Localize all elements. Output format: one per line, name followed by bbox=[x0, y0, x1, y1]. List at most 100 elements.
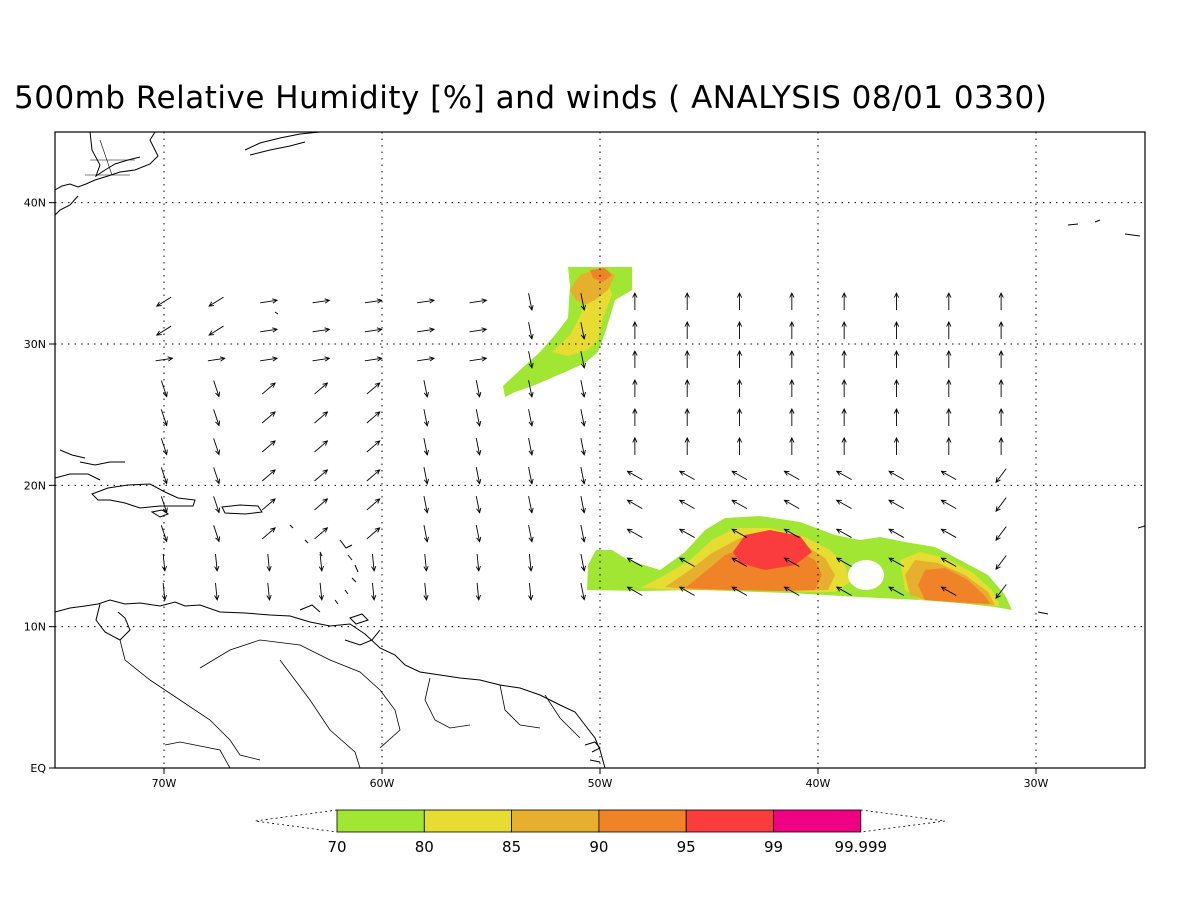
y-tick-label: EQ bbox=[30, 762, 46, 775]
wind-arrow bbox=[208, 296, 224, 307]
wind-arrow bbox=[528, 351, 534, 369]
wind-arrow bbox=[314, 382, 329, 395]
colorbar-swatch bbox=[773, 809, 862, 833]
wind-arrow bbox=[841, 436, 847, 455]
wind-arrow bbox=[888, 499, 905, 509]
coastline-hispaniola bbox=[91, 483, 196, 509]
coastline-orinoco bbox=[299, 604, 381, 646]
y-axis: EQ 10N 20N 30N 40N bbox=[24, 197, 55, 775]
wind-arrow bbox=[423, 495, 429, 514]
wind-arrow bbox=[261, 527, 276, 540]
wind-arrow bbox=[261, 498, 276, 511]
wind-arrow bbox=[946, 292, 952, 311]
wind-arrow bbox=[789, 436, 795, 455]
wind-arrow bbox=[893, 378, 900, 398]
wind-arrow bbox=[736, 378, 743, 398]
wind-arrow bbox=[528, 495, 534, 514]
wind-arrow bbox=[946, 378, 952, 398]
wind-arrow bbox=[893, 321, 900, 340]
wind-arrow bbox=[995, 526, 1007, 542]
colorbar-level-label: 80 bbox=[415, 838, 434, 856]
wind-arrow bbox=[314, 411, 329, 424]
wind-arrow bbox=[893, 292, 900, 311]
wind-arrow bbox=[364, 356, 383, 362]
wind-arrow bbox=[417, 327, 436, 333]
coastline-puerto-rico bbox=[221, 504, 263, 515]
wind-arrow bbox=[684, 378, 690, 398]
wind-arrow bbox=[841, 407, 847, 426]
wind-arrow bbox=[789, 378, 795, 398]
wind-arrow bbox=[213, 380, 221, 398]
wind-arrow bbox=[423, 582, 429, 601]
wind-arrow bbox=[160, 409, 168, 427]
wind-arrow bbox=[423, 524, 429, 543]
colorbar-swatch bbox=[685, 809, 774, 833]
colorbar: 70 80 85 90 95 99 99.999 bbox=[254, 809, 946, 856]
wind-arrow bbox=[208, 325, 224, 336]
wind-arrow bbox=[366, 440, 381, 453]
wind-arrow bbox=[423, 438, 429, 456]
wind-arrow bbox=[580, 467, 586, 485]
wind-arrow bbox=[423, 380, 429, 398]
wind-arrow bbox=[684, 292, 690, 311]
wind-arrow bbox=[998, 407, 1004, 426]
wind-arrow bbox=[318, 582, 324, 601]
humidity-region-north-70 bbox=[503, 267, 632, 397]
wind-arrow bbox=[475, 524, 482, 543]
wind-arrow bbox=[318, 553, 324, 572]
wind-arrow bbox=[423, 409, 429, 427]
wind-arrow bbox=[946, 350, 952, 369]
wind-arrow bbox=[475, 380, 482, 398]
wind-arrow bbox=[783, 586, 800, 596]
coastline-amazon-mouth bbox=[584, 741, 601, 763]
wind-arrow bbox=[160, 525, 168, 543]
colorbar-level-label: 99.999 bbox=[835, 838, 888, 856]
wind-arrow bbox=[475, 409, 482, 427]
colorbar-level-label: 70 bbox=[327, 838, 346, 856]
wind-arrow bbox=[312, 327, 331, 333]
wind-arrow bbox=[207, 356, 226, 362]
wind-arrow bbox=[214, 553, 220, 572]
wind-arrow bbox=[266, 582, 272, 601]
wind-arrow bbox=[940, 528, 957, 538]
wind-arrow bbox=[841, 292, 847, 311]
wind-arrow bbox=[731, 586, 748, 596]
wind-arrow bbox=[783, 528, 800, 538]
wind-arrow bbox=[475, 582, 481, 601]
wind-arrow bbox=[736, 407, 743, 426]
humidity-region-south-90b bbox=[918, 568, 990, 604]
wind-arrow bbox=[475, 438, 482, 456]
wind-arrow bbox=[314, 527, 329, 540]
wind-arrow bbox=[364, 298, 383, 304]
chart-title: 500mb Relative Humidity [%] and winds ( … bbox=[14, 80, 1048, 116]
wind-arrow bbox=[632, 321, 638, 340]
wind-arrow bbox=[213, 496, 221, 514]
coastline-south-america bbox=[55, 599, 606, 768]
wind-arrow bbox=[580, 438, 586, 456]
wind-arrow bbox=[261, 382, 276, 395]
wind-arrow bbox=[940, 470, 957, 480]
wind-arrow bbox=[626, 557, 643, 567]
wind-arrow bbox=[946, 321, 952, 340]
wind-arrow bbox=[423, 467, 429, 485]
colorbar-swatch bbox=[423, 809, 512, 833]
wind-arrow bbox=[835, 586, 852, 596]
wind-arrow bbox=[580, 380, 586, 398]
colorbar-swatch bbox=[336, 809, 425, 833]
wind-arrow bbox=[632, 436, 638, 455]
wind-arrow bbox=[678, 470, 695, 480]
wind-arrow bbox=[841, 350, 847, 369]
wind-arrow bbox=[371, 582, 377, 601]
wind-arrow bbox=[161, 582, 167, 601]
wind-arrow bbox=[783, 499, 800, 509]
wind-arrow bbox=[312, 356, 331, 362]
wind-arrow bbox=[417, 298, 436, 304]
wind-arrow bbox=[580, 293, 586, 311]
wind-arrow bbox=[684, 350, 690, 369]
wind-arrow bbox=[998, 378, 1004, 398]
wind-arrow bbox=[940, 557, 957, 567]
wind-arrow bbox=[475, 467, 482, 485]
wind-arrow bbox=[678, 557, 695, 567]
wind-arrow bbox=[995, 584, 1007, 599]
